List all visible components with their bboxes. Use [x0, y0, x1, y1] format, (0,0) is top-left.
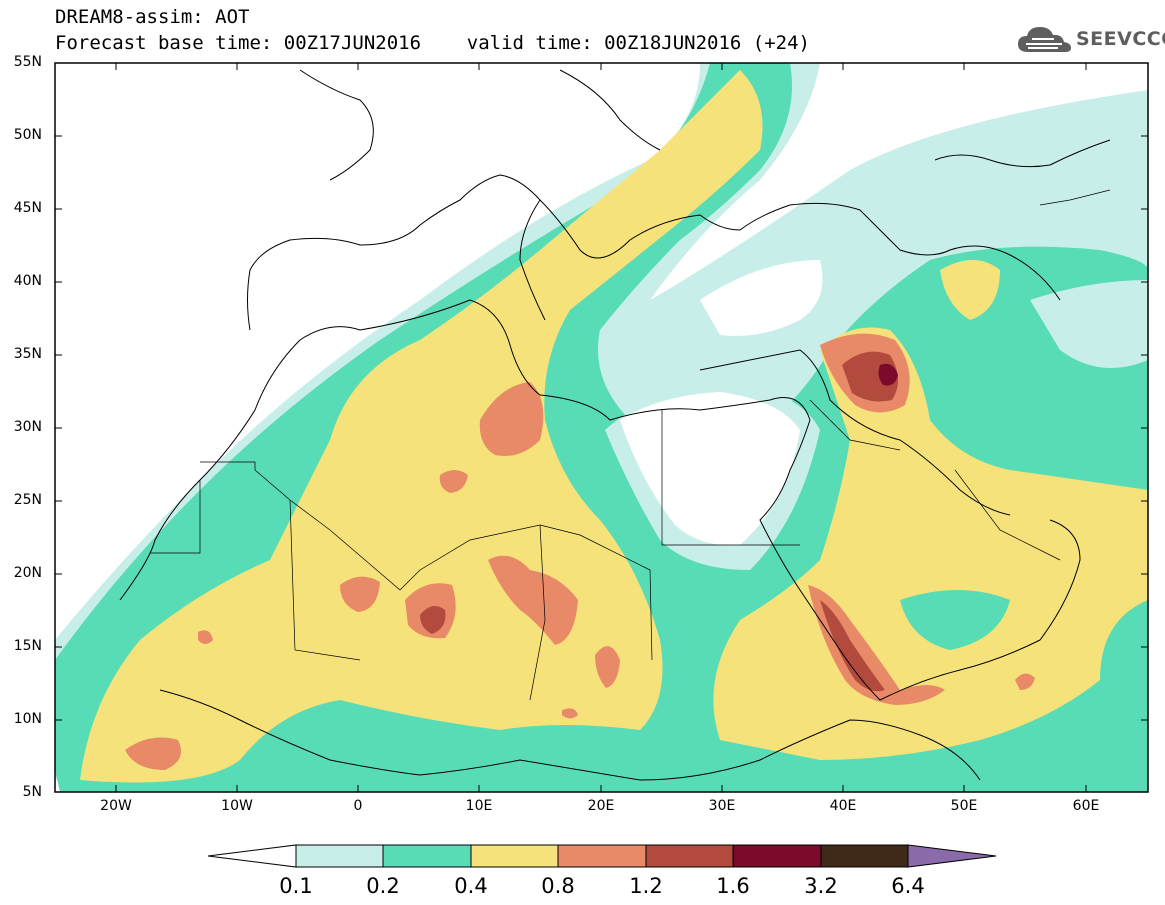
lon-label: 10E: [465, 798, 493, 814]
aot-field: [55, 63, 1148, 792]
colorbar-bin-0.1-0.2: [295, 844, 384, 868]
colorbar-over-arrow: [907, 844, 997, 868]
coastlines: [119, 69, 1111, 781]
lat-label: 25N: [13, 492, 42, 508]
colorbar: [207, 844, 997, 868]
colorbar-label: 0.1: [279, 874, 313, 898]
colorbar-label: 6.4: [891, 874, 925, 898]
lat-label: 35N: [13, 346, 42, 362]
colorbar-label: 0.2: [366, 874, 400, 898]
lat-label: 20N: [13, 565, 42, 581]
colorbar-label: 0.8: [541, 874, 575, 898]
colorbar-bin-1.6-3.2: [732, 844, 822, 868]
logo-text: SEEVCCC: [1076, 28, 1165, 50]
lon-label: 20E: [587, 798, 615, 814]
colorbar-bin-0.8-1.2: [557, 844, 647, 868]
lat-label: 15N: [13, 638, 42, 654]
lat-label: 45N: [13, 200, 42, 216]
lat-label: 50N: [13, 127, 42, 143]
lon-label: 0: [353, 798, 363, 814]
colorbar-label: 0.4: [454, 874, 488, 898]
seevccc-logo: SEEVCCC: [1018, 22, 1165, 56]
colorbar-bin-1.2-1.6: [645, 844, 734, 868]
country-borders: [150, 189, 1111, 701]
colorbar-label: 1.2: [629, 874, 663, 898]
lon-label: 10W: [221, 798, 253, 814]
lon-label: 40E: [829, 798, 857, 814]
lat-label: 40N: [13, 273, 42, 289]
lat-label: 5N: [22, 784, 42, 800]
cloud-icon: [1018, 27, 1071, 52]
tick-marks: [55, 63, 1148, 792]
lon-label: 30E: [708, 798, 736, 814]
lat-label: 30N: [13, 419, 42, 435]
map-title: DREAM8-assim: AOT: [55, 6, 250, 28]
colorbar-under-arrow: [207, 844, 297, 868]
lon-label: 50E: [950, 798, 978, 814]
lon-label: 60E: [1072, 798, 1100, 814]
colorbar-label: 3.2: [804, 874, 838, 898]
colorbar-bin-0.4-0.8: [470, 844, 559, 868]
colorbar-bin-0.2-0.4: [382, 844, 472, 868]
colorbar-label: 1.6: [716, 874, 750, 898]
lat-label: 55N: [13, 54, 42, 70]
map-subtitle-times: Forecast base time: 00Z17JUN2016 valid t…: [55, 32, 810, 54]
colorbar-bin-3.2-6.4: [820, 844, 909, 868]
lat-label: 10N: [13, 711, 42, 727]
lon-label: 20W: [100, 798, 132, 814]
